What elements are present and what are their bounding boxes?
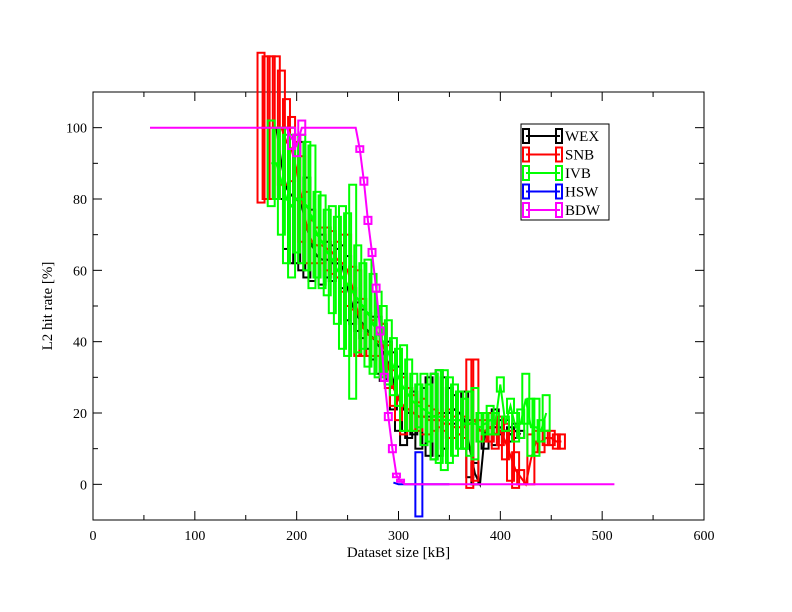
series-line-ivb (271, 162, 548, 433)
error-box-ivb (307, 144, 317, 290)
legend-entry-bdw: BDW (522, 202, 601, 219)
legend-swatch-box-left (522, 183, 530, 200)
y-axis-title: L2 hit rate [%] (40, 262, 56, 351)
y-tick-label: 20 (73, 407, 87, 422)
x-tick-label: 300 (388, 529, 409, 544)
legend-entry-wex: WEX (522, 128, 599, 145)
error-box-snb (506, 429, 516, 482)
error-box-ivb (404, 358, 414, 432)
error-box-ivb (414, 383, 424, 429)
error-box-ivb (506, 397, 516, 415)
y-tick-label: 0 (80, 478, 87, 493)
x-tick-label: 400 (490, 529, 511, 544)
error-box-ivb (383, 319, 393, 386)
error-box-ivb (541, 394, 551, 432)
series-layer (150, 51, 615, 518)
legend-swatch-box-left (522, 128, 530, 144)
error-box-ivb (302, 140, 312, 272)
error-box-ivb (399, 344, 409, 432)
series-line-bdw (150, 126, 615, 486)
legend-entry-hsw: HSW (522, 183, 599, 201)
error-box-bdw (287, 126, 297, 151)
error-box-ivb (409, 372, 419, 432)
error-box-ivb (343, 212, 353, 357)
error-box-ivb (337, 205, 347, 350)
error-box-ivb (480, 412, 490, 436)
error-box-ivb (394, 347, 403, 407)
error-box-ivb (332, 215, 342, 325)
error-box-ivb (485, 404, 495, 436)
legend-swatch-box-right (555, 183, 563, 200)
x-tick-label: 600 (694, 529, 715, 544)
error-box-ivb (281, 133, 291, 265)
error-box-ivb (388, 337, 398, 397)
x-tick-label: 500 (592, 529, 613, 544)
error-box-ivb (322, 208, 332, 297)
y-tick-label: 60 (73, 264, 87, 279)
plot-frame (92, 91, 705, 521)
error-box-ivb (511, 412, 521, 443)
legend-swatch-box-left (522, 146, 530, 163)
error-box-ivb (312, 190, 322, 279)
legend-swatch-box-right (555, 128, 563, 144)
legend-label: IVB (565, 166, 591, 182)
error-box-ivb (353, 244, 363, 354)
y-tick-label: 40 (73, 336, 87, 351)
error-box-bdw (292, 133, 302, 158)
error-box-ivb (327, 205, 337, 315)
legend-label: HSW (565, 185, 599, 201)
legend-entry-ivb: IVB (522, 165, 591, 182)
y-tick-label: 100 (66, 122, 87, 137)
error-box-ivb (317, 194, 327, 290)
legend-swatch-box-right (555, 165, 563, 181)
x-tick-label: 100 (184, 529, 205, 544)
error-box-ivb (475, 412, 485, 443)
x-tick-label: 0 (90, 529, 97, 544)
error-box-ivb (424, 383, 434, 443)
legend-label: WEX (565, 129, 599, 145)
y-tick-label: 80 (73, 193, 87, 208)
series-bdw (150, 119, 615, 486)
series-ivb (266, 119, 551, 472)
error-box-ivb (419, 372, 429, 447)
legend-swatch-box-left (522, 165, 530, 181)
x-axis-title: Dataset size [kB] (347, 545, 450, 561)
x-tick-label: 200 (286, 529, 307, 544)
error-box-ivb (358, 262, 368, 350)
legend-swatch-box-right (555, 146, 563, 163)
legend-label: SNB (565, 148, 594, 164)
error-box-ivb (368, 272, 378, 375)
error-box-ivb (490, 412, 500, 436)
legend: WEX SNB IVB HSW BDW (520, 123, 610, 221)
error-box-ivb (287, 133, 297, 279)
legend-label: BDW (565, 203, 601, 219)
legend-swatch-box-right (555, 202, 563, 218)
legend-entry-snb: SNB (522, 146, 594, 164)
legend-swatch-box-left (522, 202, 530, 218)
axis-ticks: 0 100 200 300 400 500 600 0 20 40 60 80 100 (66, 92, 715, 544)
error-box-ivb (363, 258, 373, 368)
error-box-ivb (348, 183, 358, 400)
